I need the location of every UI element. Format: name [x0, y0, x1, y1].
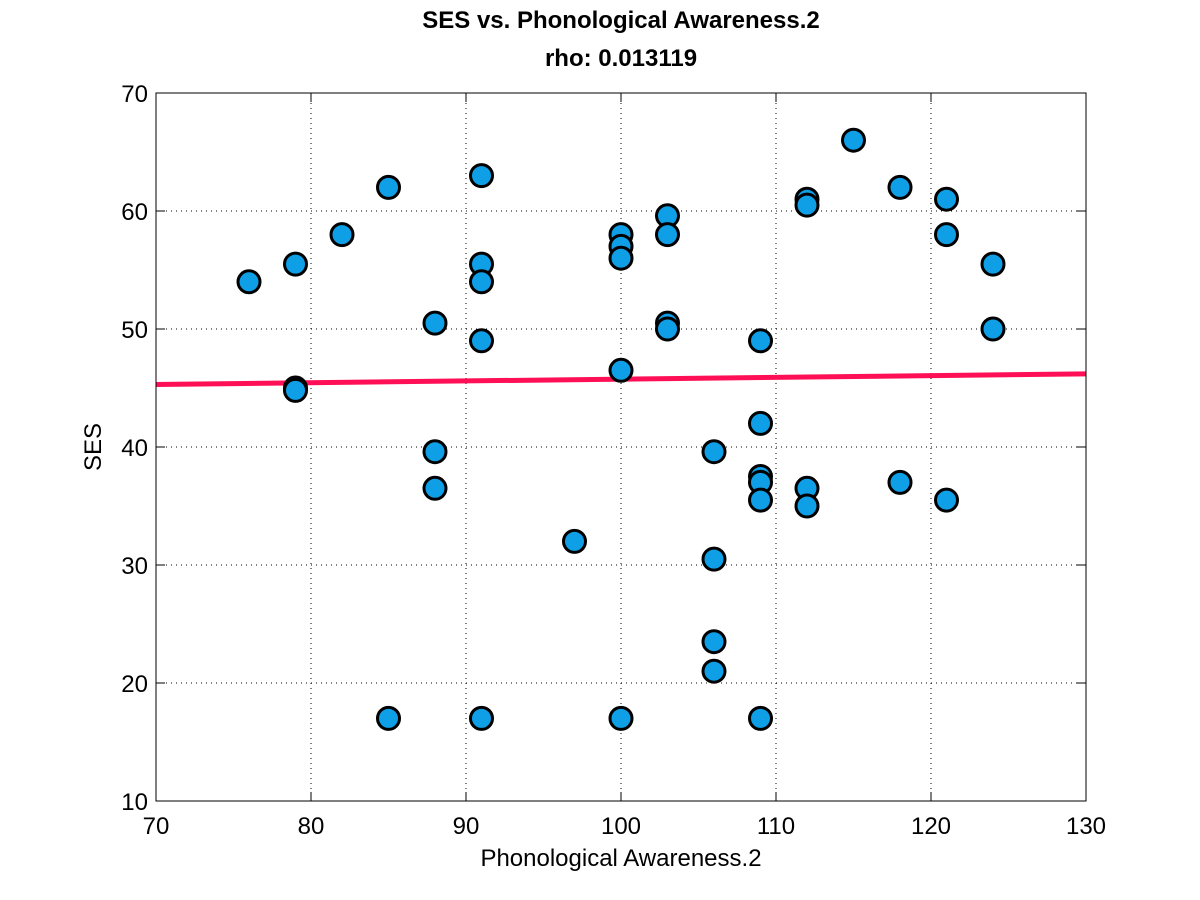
y-tick-label: 40: [121, 435, 148, 462]
data-point: [236, 269, 262, 295]
data-point: [794, 192, 820, 218]
x-tick-label: 80: [298, 813, 325, 840]
data-point: [934, 222, 959, 248]
data-point: [701, 546, 727, 572]
data-point: [283, 251, 308, 277]
data-point: [701, 439, 727, 465]
points-layer: [236, 127, 1006, 731]
axis-ticks: 70 80 90 100 110 120 130 10 20 30 40 50 60 70: [121, 81, 1106, 840]
data-point: [934, 186, 959, 212]
data-point: [748, 705, 773, 731]
data-point: [841, 127, 866, 153]
data-point: [422, 475, 448, 501]
x-tick-label: 130: [1066, 813, 1106, 840]
data-point: [980, 251, 1006, 277]
y-tick-label: 30: [121, 553, 148, 580]
data-point: [562, 528, 587, 554]
data-point: [422, 310, 448, 336]
data-point: [701, 629, 727, 655]
data-point: [748, 410, 773, 436]
data-point: [376, 705, 401, 731]
data-point: [608, 705, 634, 731]
y-axis-label: SES: [80, 423, 107, 471]
data-point: [608, 357, 634, 383]
x-tick-label: 110: [757, 813, 795, 840]
data-point: [329, 222, 355, 248]
y-tick-label: 70: [121, 81, 148, 108]
data-point: [608, 245, 634, 271]
grid: [156, 93, 1086, 801]
chart-title: SES vs. Phonological Awareness.2: [422, 7, 820, 34]
y-tick-label: 60: [121, 199, 148, 226]
data-point: [469, 705, 494, 731]
data-point: [469, 269, 494, 295]
data-point: [887, 469, 913, 495]
x-tick-label: 100: [601, 813, 641, 840]
y-tick-label: 20: [121, 671, 148, 698]
data-point: [701, 658, 727, 684]
data-point: [887, 174, 913, 200]
data-point: [655, 222, 680, 248]
data-point: [748, 487, 773, 513]
data-point: [934, 487, 959, 513]
y-tick-label: 10: [121, 789, 148, 816]
data-point: [794, 493, 820, 519]
chart-subtitle: rho: 0.013119: [545, 45, 697, 72]
y-tick-label: 50: [121, 317, 148, 344]
data-point: [469, 163, 494, 189]
data-point: [422, 439, 448, 465]
x-axis-label: Phonological Awareness.2: [480, 845, 761, 872]
data-point: [748, 328, 773, 354]
data-point: [655, 316, 680, 342]
x-tick-label: 70: [143, 813, 170, 840]
data-point: [469, 328, 494, 354]
data-point: [376, 174, 401, 200]
x-tick-label: 120: [911, 813, 951, 840]
data-point: [980, 316, 1006, 342]
x-tick-label: 90: [453, 813, 480, 840]
data-point: [283, 377, 308, 403]
